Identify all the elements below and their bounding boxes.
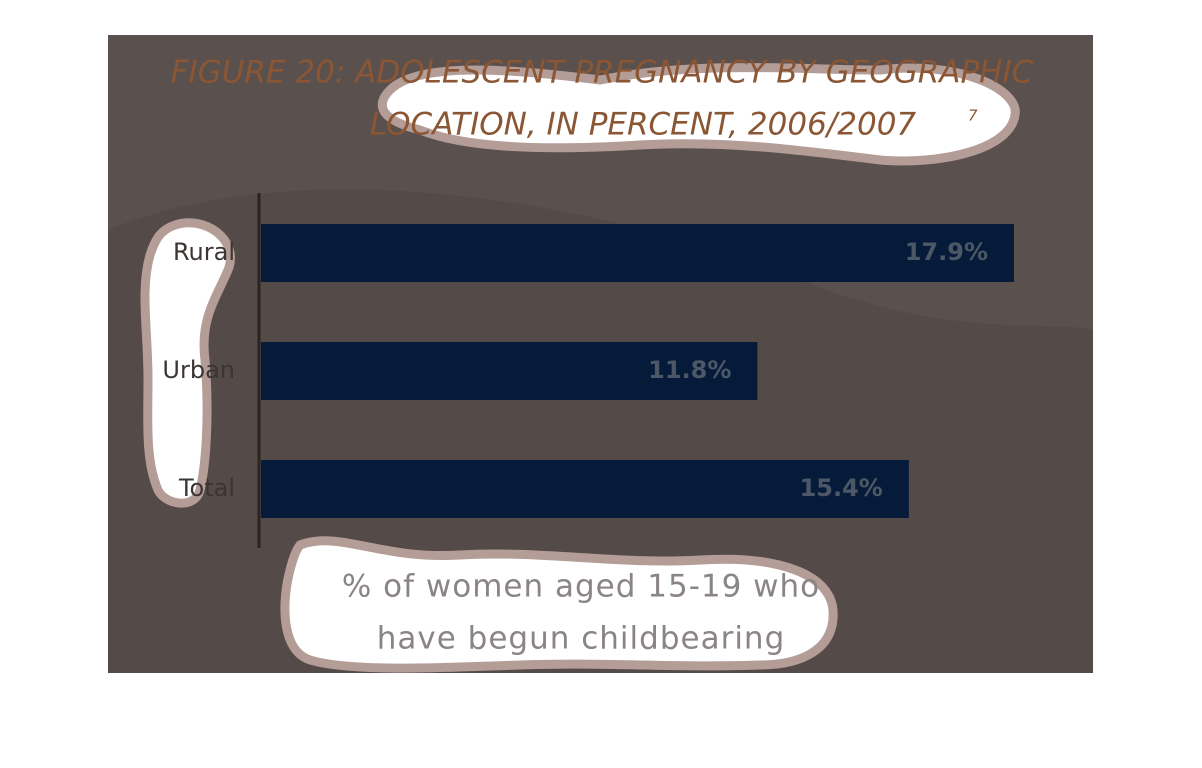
blob: [140, 218, 235, 508]
data-label: 15.4%: [800, 474, 883, 502]
title-note: 7: [968, 107, 978, 125]
bar: [261, 460, 909, 518]
bar: [261, 342, 758, 400]
chart-title: FIGURE 20: ADOLESCENT PREGNANCY BY GEOGR…: [171, 55, 1034, 91]
chart-title: LOCATION, IN PERCENT, 2006/2007: [370, 107, 917, 143]
x-axis-label: % of women aged 15-19 who: [342, 569, 820, 605]
bar: [261, 224, 1014, 282]
y-tick-label: Rural: [173, 238, 235, 266]
data-label: 11.8%: [648, 356, 731, 384]
x-axis-label: have begun childbearing: [377, 621, 786, 657]
blob: [377, 63, 1020, 166]
y-tick-label: Urban: [162, 356, 235, 384]
data-label: 17.9%: [905, 238, 988, 266]
blob: [280, 536, 838, 673]
y-tick-label: Total: [178, 474, 235, 502]
